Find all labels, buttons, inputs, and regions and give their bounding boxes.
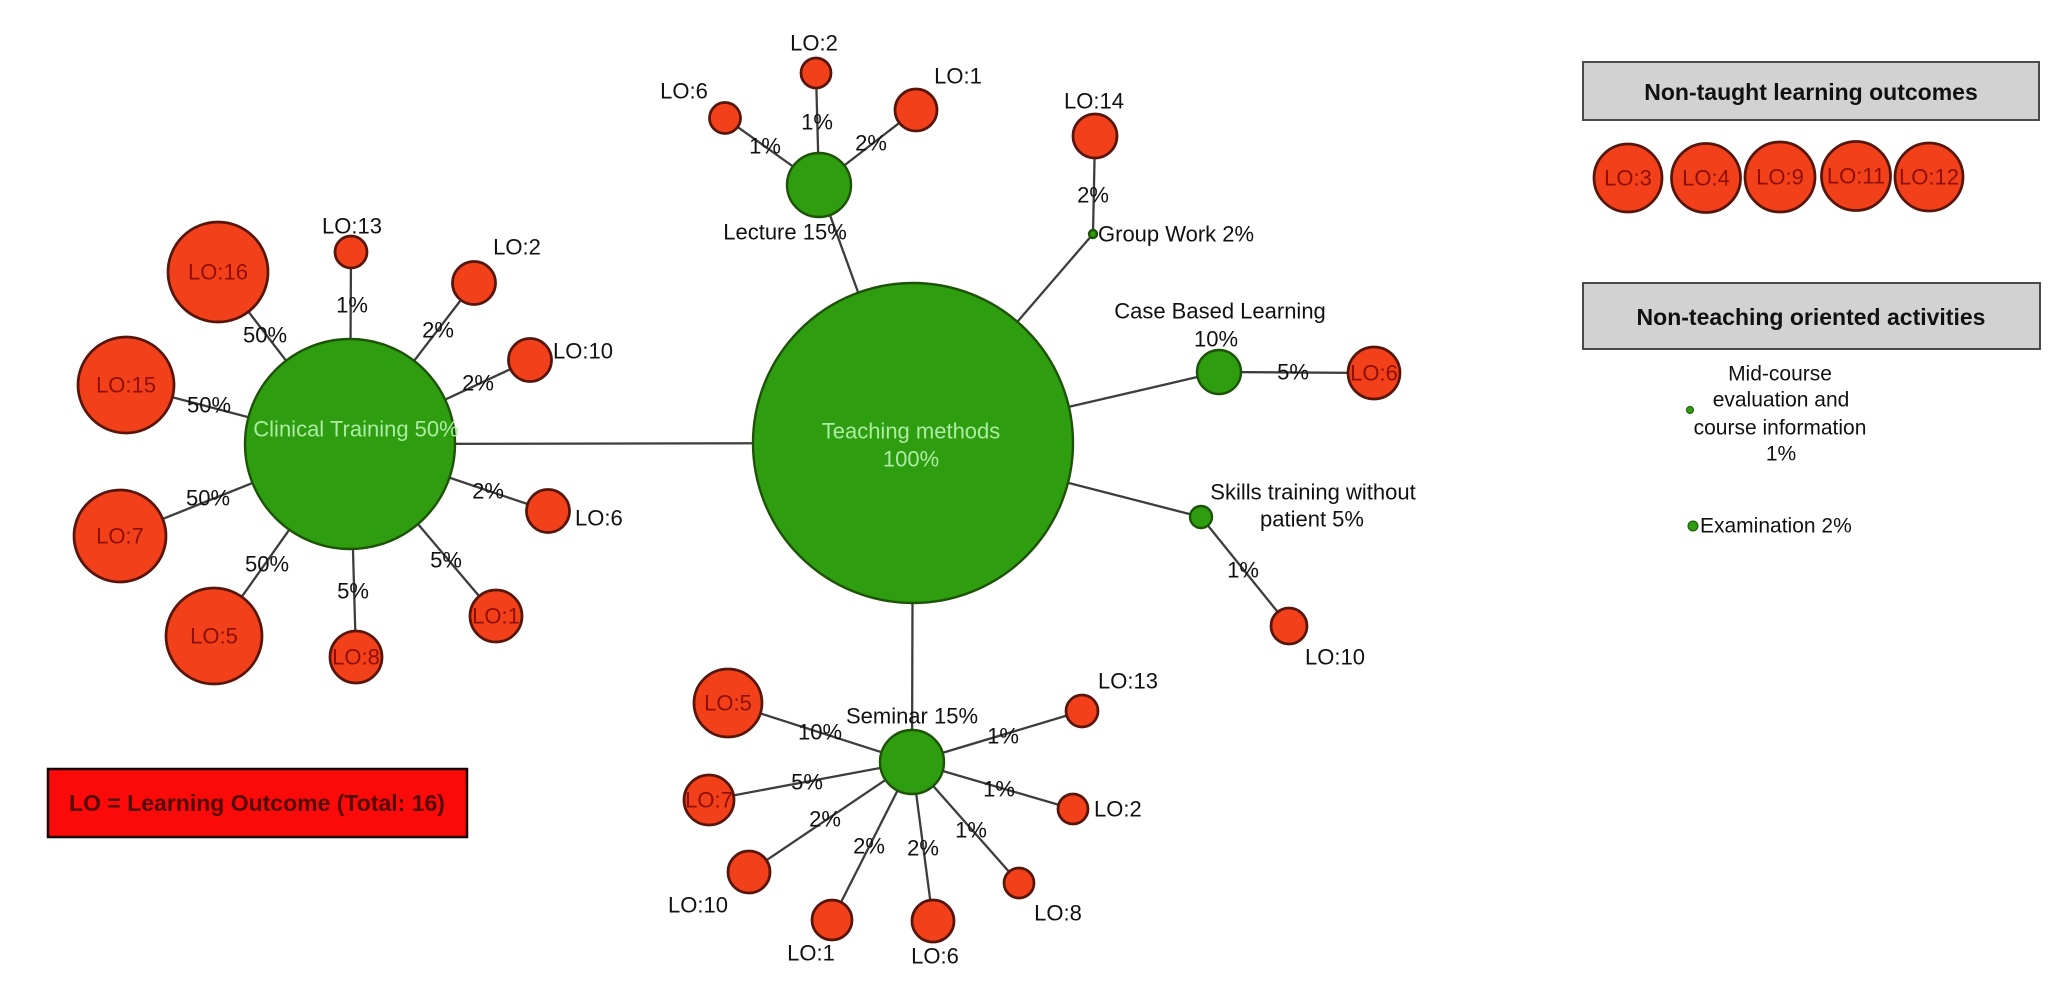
- svg-text:Skills training without: Skills training without: [1210, 480, 1415, 505]
- svg-text:LO:15: LO:15: [96, 373, 156, 398]
- svg-text:LO:10: LO:10: [668, 893, 728, 918]
- svg-text:2%: 2%: [472, 479, 504, 504]
- svg-text:LO:5: LO:5: [190, 624, 238, 649]
- svg-text:LO:3: LO:3: [1604, 166, 1652, 191]
- svg-text:2%: 2%: [853, 834, 885, 859]
- svg-text:LO:16: LO:16: [188, 260, 248, 285]
- svg-text:LO:13: LO:13: [322, 214, 382, 239]
- svg-text:LO:6: LO:6: [575, 506, 623, 531]
- svg-text:Lecture 15%: Lecture 15%: [723, 220, 847, 245]
- svg-text:Case Based Learning: Case Based Learning: [1114, 299, 1326, 324]
- svg-text:LO:8: LO:8: [1034, 901, 1082, 926]
- svg-text:LO:11: LO:11: [1827, 164, 1885, 189]
- svg-text:LO:9: LO:9: [1756, 165, 1804, 190]
- svg-text:Teaching methods: Teaching methods: [822, 419, 1001, 444]
- svg-text:LO:7: LO:7: [96, 524, 144, 549]
- svg-text:LO:1: LO:1: [787, 941, 835, 966]
- svg-text:Examination 2%: Examination 2%: [1700, 515, 1852, 538]
- svg-text:Group Work 2%: Group Work 2%: [1098, 222, 1254, 247]
- svg-text:1%: 1%: [749, 134, 781, 159]
- svg-text:LO:6: LO:6: [911, 944, 959, 969]
- svg-text:LO:4: LO:4: [1682, 166, 1730, 191]
- svg-text:LO:6: LO:6: [660, 79, 708, 104]
- svg-text:1%: 1%: [987, 724, 1019, 749]
- svg-text:LO:1: LO:1: [472, 604, 520, 629]
- svg-text:5%: 5%: [337, 579, 369, 604]
- svg-text:LO:2: LO:2: [493, 235, 541, 260]
- svg-text:course information: course information: [1694, 417, 1867, 440]
- svg-text:Mid-course: Mid-course: [1728, 363, 1832, 386]
- svg-text:1%: 1%: [801, 110, 833, 135]
- svg-text:patient 5%: patient 5%: [1260, 507, 1364, 532]
- svg-text:2%: 2%: [907, 836, 939, 861]
- svg-text:2%: 2%: [422, 318, 454, 343]
- svg-text:LO:2: LO:2: [1094, 797, 1142, 822]
- svg-text:5%: 5%: [1277, 360, 1309, 385]
- svg-text:LO:8: LO:8: [332, 645, 380, 670]
- svg-text:LO:5: LO:5: [704, 691, 752, 716]
- svg-text:2%: 2%: [809, 807, 841, 832]
- svg-text:100%: 100%: [883, 447, 939, 472]
- svg-text:Non-teaching oriented activiti: Non-teaching oriented activities: [1637, 304, 1986, 330]
- svg-text:2%: 2%: [462, 371, 494, 396]
- svg-text:10%: 10%: [798, 720, 842, 745]
- svg-text:Clinical Training 50%: Clinical Training 50%: [253, 417, 458, 442]
- svg-text:Seminar 15%: Seminar 15%: [846, 704, 978, 729]
- svg-text:1%: 1%: [983, 777, 1015, 802]
- svg-text:1%: 1%: [955, 818, 987, 843]
- svg-text:LO:2: LO:2: [790, 31, 838, 56]
- svg-text:50%: 50%: [187, 393, 231, 418]
- svg-text:1%: 1%: [1227, 558, 1259, 583]
- svg-text:Non-taught learning outcomes: Non-taught learning outcomes: [1644, 79, 1978, 105]
- svg-text:1%: 1%: [336, 293, 368, 318]
- svg-text:LO:6: LO:6: [1350, 361, 1398, 386]
- svg-text:evaluation and: evaluation and: [1713, 389, 1850, 412]
- svg-text:LO:1: LO:1: [934, 64, 982, 89]
- svg-text:1%: 1%: [1766, 443, 1796, 466]
- svg-text:LO = Learning Outcome (Total:: LO = Learning Outcome (Total: 16): [69, 790, 445, 816]
- svg-text:LO:13: LO:13: [1098, 669, 1158, 694]
- svg-text:50%: 50%: [243, 323, 287, 348]
- svg-text:2%: 2%: [1077, 183, 1109, 208]
- svg-text:50%: 50%: [245, 552, 289, 577]
- svg-text:LO:12: LO:12: [1899, 165, 1959, 190]
- svg-text:2%: 2%: [855, 131, 887, 156]
- svg-text:LO:10: LO:10: [553, 339, 613, 364]
- svg-text:10%: 10%: [1194, 327, 1238, 352]
- svg-text:LO:7: LO:7: [685, 788, 733, 813]
- svg-text:LO:10: LO:10: [1305, 645, 1365, 670]
- svg-text:LO:14: LO:14: [1064, 89, 1124, 114]
- svg-text:5%: 5%: [430, 548, 462, 573]
- svg-text:5%: 5%: [791, 770, 823, 795]
- svg-text:50%: 50%: [186, 486, 230, 511]
